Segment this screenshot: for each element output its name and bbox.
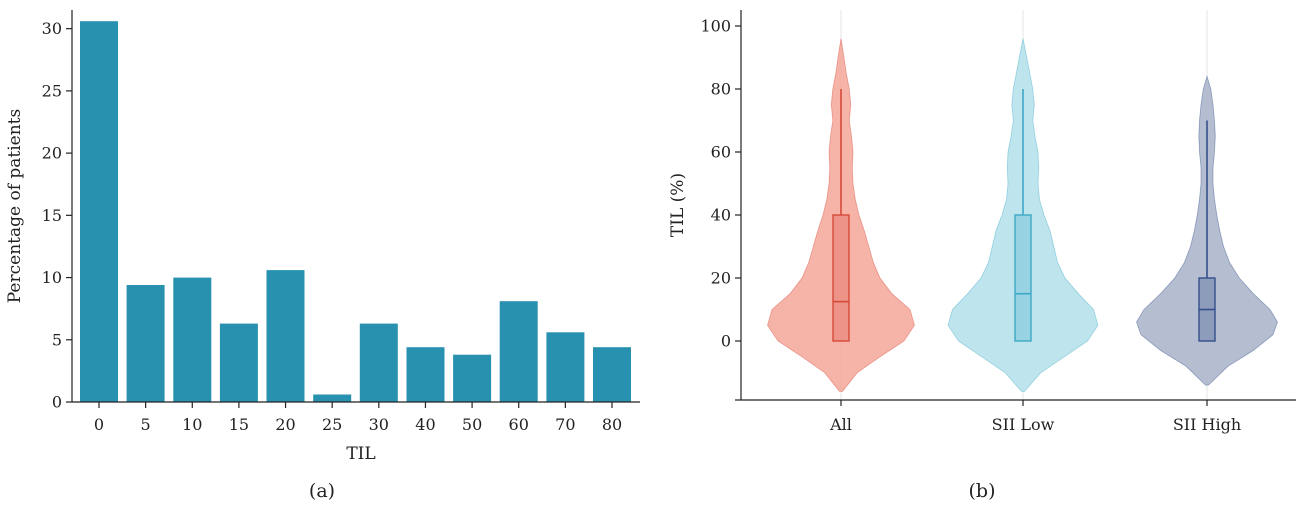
- y-tick-label: 0: [52, 393, 62, 412]
- x-tick-label: 70: [555, 415, 575, 434]
- x-tick-label: 30: [369, 415, 389, 434]
- bar-til-40: [406, 347, 445, 402]
- bar-til-0: [80, 21, 118, 402]
- x-tick-label: All: [829, 415, 852, 434]
- y-tick-label: 15: [42, 206, 62, 225]
- bar-til-15: [219, 323, 258, 402]
- iqr-box: [1014, 214, 1032, 342]
- bar-til-30: [359, 323, 398, 402]
- y-tick-label: 10: [42, 268, 62, 287]
- chart-b-y-ticks: 0 20 40 60 80 100: [700, 17, 741, 401]
- bar-til-70: [546, 332, 585, 402]
- iqr-box: [832, 214, 850, 342]
- y-tick-label: 30: [42, 19, 62, 38]
- bar-til-5: [126, 285, 165, 402]
- violin-all: [767, 38, 915, 392]
- panel-label-a: (a): [309, 480, 335, 502]
- bar-til-80: [593, 347, 631, 402]
- x-tick-label: 0: [94, 415, 104, 434]
- chart-a-x-axis-label: TIL: [346, 444, 375, 464]
- bar-til-20: [266, 270, 305, 402]
- chart-a-y-ticks: 0 5 10 15 20 25 30: [42, 19, 72, 412]
- bar-til-50: [453, 354, 492, 402]
- y-tick-label: 5: [52, 330, 62, 349]
- y-tick-label: 40: [711, 206, 731, 225]
- x-tick-label: 15: [229, 415, 249, 434]
- violin-sii-high: [1136, 74, 1278, 386]
- x-tick-label: 25: [322, 415, 342, 434]
- x-tick-label: 20: [275, 415, 295, 434]
- y-tick-label: 25: [42, 81, 62, 100]
- bar-til-10: [173, 277, 212, 402]
- y-tick-label: 20: [711, 269, 731, 288]
- x-tick-label: 40: [415, 415, 435, 434]
- y-tick-label: 0: [721, 332, 731, 351]
- chart-a-x-ticks: 0 5 10 15 20 25 30 40 50 60 70 80: [94, 402, 622, 434]
- panel-label-b: (b): [969, 480, 996, 502]
- chart-b-violins: [767, 38, 1278, 392]
- chart-a-y-axis-label: Percentage of patients: [5, 109, 25, 304]
- x-tick-label: 80: [602, 415, 622, 434]
- x-tick-label: SII Low: [992, 415, 1055, 434]
- y-tick-label: 20: [42, 144, 62, 163]
- chart-b-x-ticks: All SII Low SII High: [829, 400, 1241, 434]
- violin-sii-low: [947, 38, 1099, 392]
- bar-til-25: [313, 394, 352, 402]
- chart-b-y-axis-label: TIL (%): [668, 173, 688, 237]
- x-tick-label: 50: [462, 415, 482, 434]
- x-tick-label: 5: [141, 415, 151, 434]
- x-tick-label: 10: [182, 415, 202, 434]
- y-tick-label: 80: [711, 80, 731, 99]
- chart-a-bars: [80, 21, 631, 402]
- bar-til-60: [499, 301, 538, 402]
- y-tick-label: 60: [711, 143, 731, 162]
- x-tick-label: SII High: [1173, 415, 1241, 434]
- x-tick-label: 60: [509, 415, 529, 434]
- y-tick-label: 100: [700, 17, 731, 36]
